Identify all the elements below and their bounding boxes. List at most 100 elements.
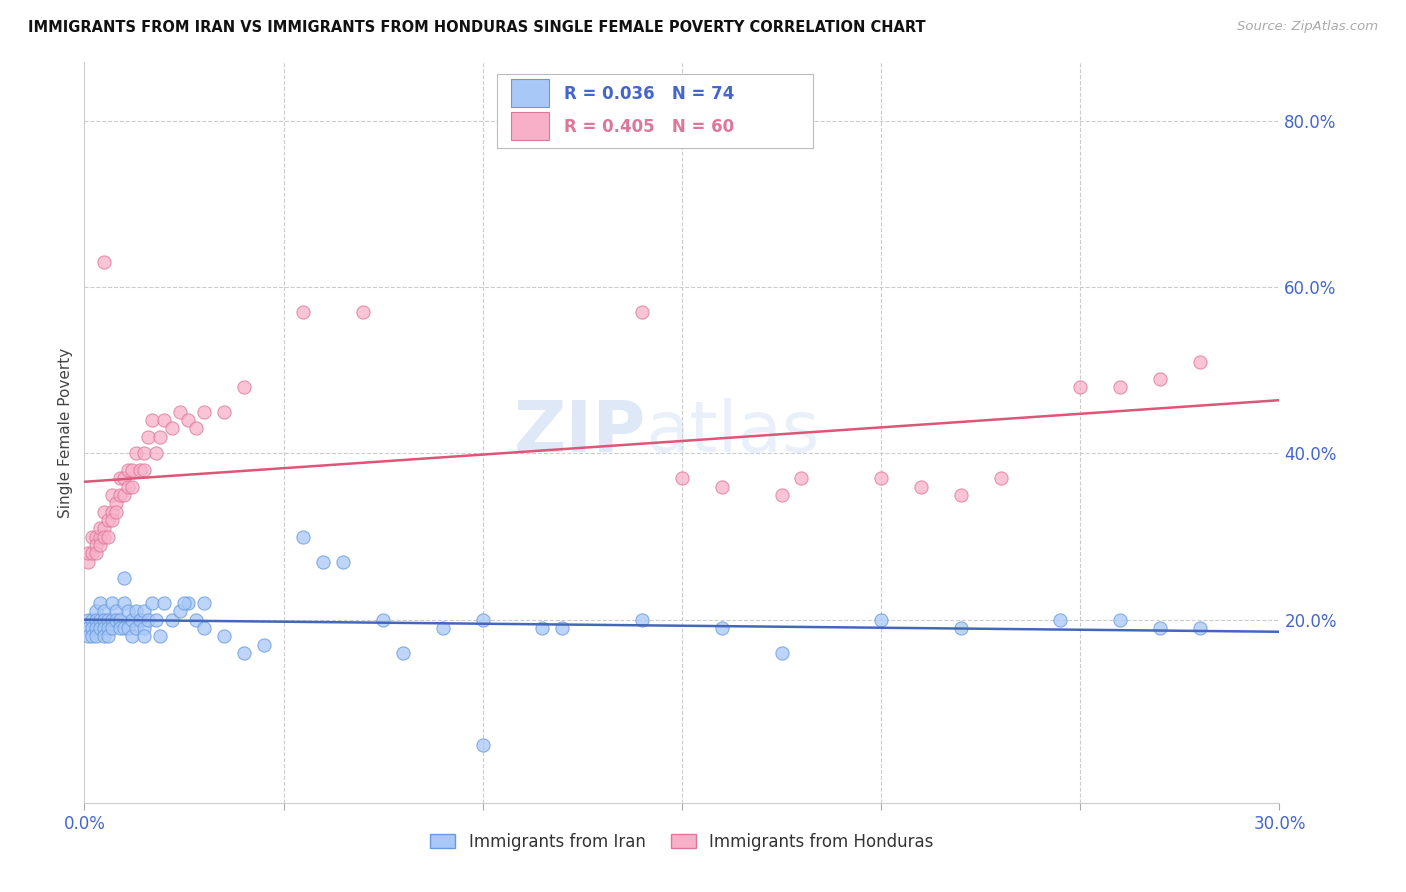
- Point: [105, 496, 128, 510]
- Point: [949, 488, 972, 502]
- Point: [97, 621, 120, 635]
- Point: [121, 480, 143, 494]
- Point: [160, 613, 183, 627]
- Point: [77, 621, 100, 635]
- Point: [112, 471, 135, 485]
- Point: [631, 305, 654, 319]
- Point: [169, 605, 191, 619]
- Point: [110, 488, 132, 502]
- Point: [86, 613, 108, 627]
- Point: [89, 621, 111, 635]
- Point: [193, 621, 215, 635]
- Point: [93, 505, 115, 519]
- Point: [177, 596, 200, 610]
- Point: [117, 463, 139, 477]
- Point: [77, 613, 100, 627]
- Point: [86, 530, 108, 544]
- Point: [193, 596, 215, 610]
- Point: [136, 613, 159, 627]
- Point: [86, 629, 108, 643]
- Point: [101, 621, 124, 635]
- Point: [117, 605, 139, 619]
- Point: [373, 613, 395, 627]
- Bar: [510, 112, 550, 140]
- Point: [870, 471, 893, 485]
- Point: [105, 613, 128, 627]
- Point: [97, 629, 120, 643]
- Point: [129, 613, 152, 627]
- Point: [153, 596, 176, 610]
- Point: [86, 621, 108, 635]
- Point: [1149, 621, 1171, 635]
- Point: [93, 521, 115, 535]
- Point: [101, 505, 124, 519]
- Point: [97, 530, 120, 544]
- Point: [101, 488, 124, 502]
- Point: [1109, 613, 1132, 627]
- Bar: [510, 78, 550, 107]
- Point: [160, 421, 183, 435]
- Point: [89, 530, 111, 544]
- Point: [184, 613, 207, 627]
- Point: [671, 471, 693, 485]
- Point: [253, 638, 276, 652]
- Point: [82, 629, 104, 643]
- Point: [990, 471, 1012, 485]
- Point: [121, 629, 143, 643]
- Point: [86, 605, 108, 619]
- Point: [112, 571, 135, 585]
- Point: [1049, 613, 1071, 627]
- Point: [141, 413, 163, 427]
- Point: [132, 605, 156, 619]
- Point: [631, 613, 654, 627]
- Point: [132, 621, 156, 635]
- Point: [117, 480, 139, 494]
- Point: [392, 646, 415, 660]
- Point: [112, 621, 135, 635]
- Point: [97, 613, 120, 627]
- Point: [551, 621, 574, 635]
- Point: [149, 629, 172, 643]
- Point: [177, 413, 200, 427]
- Point: [77, 546, 100, 560]
- Point: [97, 513, 120, 527]
- Point: [89, 538, 111, 552]
- Point: [93, 530, 115, 544]
- Point: [93, 605, 115, 619]
- Point: [710, 621, 733, 635]
- Point: [352, 305, 374, 319]
- Point: [184, 421, 207, 435]
- Point: [93, 613, 115, 627]
- Point: [132, 629, 156, 643]
- Point: [117, 621, 139, 635]
- Point: [770, 488, 793, 502]
- Point: [1069, 380, 1091, 394]
- Point: [770, 646, 793, 660]
- Point: [193, 405, 215, 419]
- Point: [136, 430, 159, 444]
- Point: [169, 405, 191, 419]
- Point: [471, 738, 494, 752]
- Point: [212, 629, 235, 643]
- Point: [101, 513, 124, 527]
- Point: [471, 613, 494, 627]
- Point: [101, 596, 124, 610]
- Point: [105, 505, 128, 519]
- Text: R = 0.036   N = 74: R = 0.036 N = 74: [564, 85, 734, 103]
- Point: [82, 530, 104, 544]
- Point: [129, 463, 152, 477]
- Point: [1188, 621, 1211, 635]
- Point: [125, 605, 148, 619]
- Point: [125, 446, 148, 460]
- Point: [89, 521, 111, 535]
- Point: [105, 605, 128, 619]
- Point: [112, 596, 135, 610]
- Point: [232, 380, 254, 394]
- Point: [77, 629, 100, 643]
- Point: [93, 629, 115, 643]
- Point: [145, 613, 167, 627]
- Legend: Immigrants from Iran, Immigrants from Honduras: Immigrants from Iran, Immigrants from Ho…: [423, 826, 941, 857]
- Text: IMMIGRANTS FROM IRAN VS IMMIGRANTS FROM HONDURAS SINGLE FEMALE POVERTY CORRELATI: IMMIGRANTS FROM IRAN VS IMMIGRANTS FROM …: [28, 20, 925, 35]
- Point: [332, 555, 354, 569]
- Point: [432, 621, 454, 635]
